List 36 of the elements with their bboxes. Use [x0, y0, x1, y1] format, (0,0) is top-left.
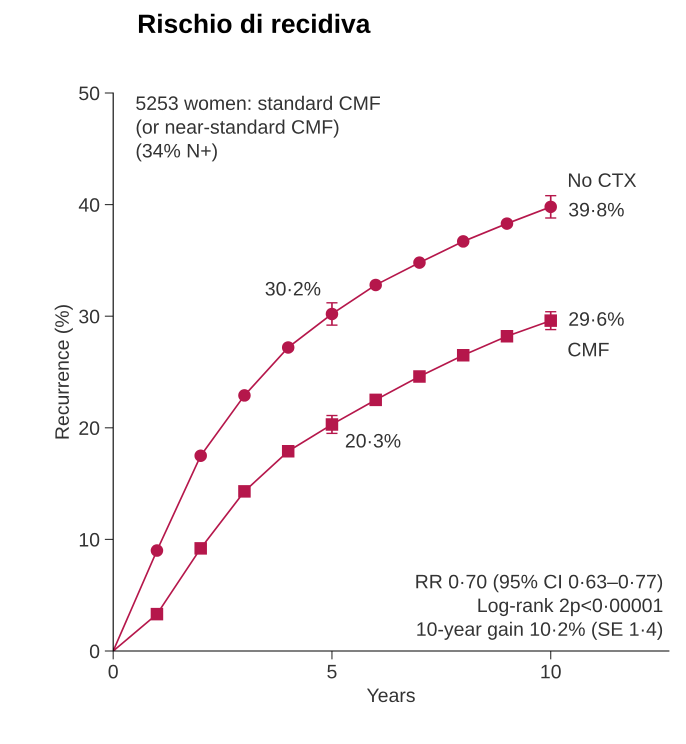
annotation: 39·8% [569, 202, 624, 217]
point [194, 542, 207, 555]
point [282, 444, 294, 458]
y-tick-label: 40 [78, 198, 100, 212]
point [413, 256, 426, 269]
series-label: CMF [568, 342, 609, 356]
y-tick-label: 50 [79, 86, 100, 100]
x-tick-label: 10 [541, 664, 561, 678]
y-tick-label: 30 [79, 310, 100, 324]
annotation: 30·2% [266, 282, 320, 296]
point [369, 394, 382, 406]
x-axis-title: Years [366, 688, 415, 702]
chart-title: Rischio di recidiva [138, 14, 371, 34]
point [238, 389, 251, 402]
point [194, 449, 207, 462]
point [456, 235, 470, 248]
point [500, 330, 514, 343]
x-tick-label: 0 [108, 664, 118, 678]
annotation: 5253 women: standard CMF (or near-standard CMF) (34% N+) [136, 96, 380, 162]
point [150, 544, 164, 557]
point [282, 341, 294, 354]
y-tick-label: 20 [79, 421, 100, 436]
x-tick-label: 5 [327, 664, 337, 678]
annotation: 20·3% [346, 434, 400, 448]
annotation: 29·6% [569, 312, 624, 326]
point [150, 608, 164, 620]
point [413, 370, 426, 383]
point [238, 485, 251, 498]
y-axis-title: Recurrence (%) [54, 305, 73, 438]
y-tick-label: 10 [80, 532, 100, 547]
point [369, 278, 382, 292]
series-label: No CTX [568, 173, 636, 188]
y-tick-label: 0 [90, 644, 100, 658]
point [456, 349, 470, 362]
annotation: RR 0·70 (95% CI 0·63–0·77) Log-rank 2p<0·00001 10-year gain 10·2% (SE 1·4) [416, 574, 662, 640]
point [500, 217, 514, 230]
